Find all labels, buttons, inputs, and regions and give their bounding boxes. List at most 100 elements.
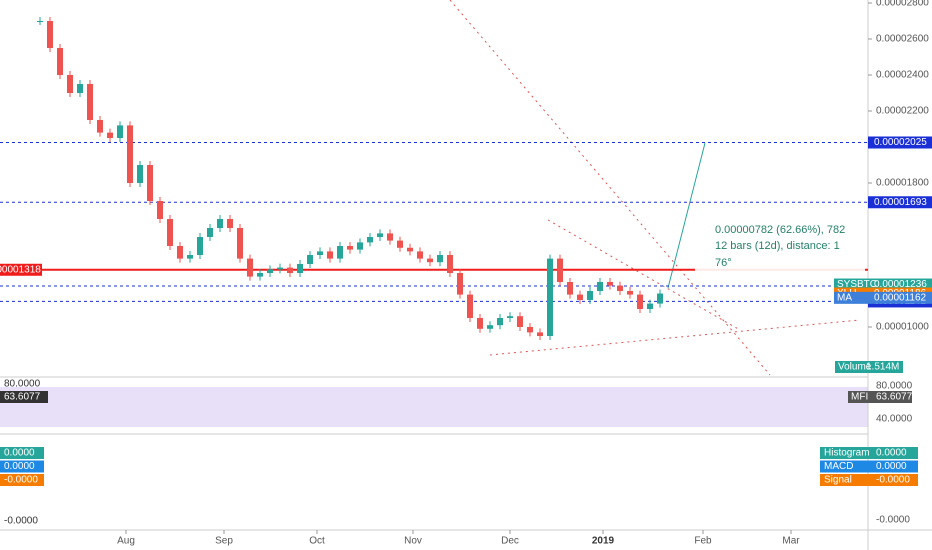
price-label-box [834, 291, 932, 304]
tooltip-box [695, 218, 865, 276]
candle-body [177, 245, 183, 259]
candle-body [57, 48, 63, 76]
candle-body [577, 294, 583, 300]
projection-line [667, 142, 706, 289]
candle-body [337, 245, 343, 259]
candle-body [87, 84, 93, 121]
price-label-value: 0.00002025 [874, 137, 927, 148]
candle-body [467, 294, 473, 318]
y-tick-label: 0.00002400 [876, 70, 929, 81]
macd-name: MACD [824, 461, 853, 472]
candle-body [317, 251, 323, 255]
candle-body [197, 236, 203, 255]
price-label-value: 0.00001236 [874, 279, 927, 290]
y-tick-label: 0.00002600 [876, 34, 929, 45]
candle-body [547, 258, 553, 336]
price-label-value: 0.00001693 [874, 197, 927, 208]
x-tick-label: Dec [501, 536, 519, 547]
macd-left-box [0, 447, 44, 459]
price-label-box [868, 136, 932, 149]
x-tick-label: Aug [117, 536, 135, 547]
candle-body [437, 254, 443, 263]
candle-body [557, 258, 563, 282]
candle-body [297, 263, 303, 273]
candle-body [457, 272, 463, 295]
candle-body [617, 285, 623, 291]
candle-body [187, 254, 193, 259]
trend-line [489, 319, 861, 356]
candle-body [417, 251, 423, 259]
candle-body [507, 316, 513, 318]
x-tick-label: Sep [215, 536, 233, 547]
candle-body [107, 132, 113, 139]
candle-body [37, 21, 43, 23]
macd-axis-label: -0.0000 [876, 515, 910, 526]
macd-value: 0.0000 [876, 448, 907, 459]
candle-body [127, 125, 133, 184]
mfi-left-value: 63.6077 [4, 392, 41, 403]
candle-body [527, 326, 533, 333]
macd-left-label: -0.0000 [4, 516, 38, 527]
tooltip-text: 12 bars (12d), distance: 1 [715, 240, 840, 252]
candle-body [397, 240, 403, 248]
mfi-name: MFI [851, 392, 868, 403]
macd-left-value: 0.0000 [4, 448, 35, 459]
candle-body [147, 165, 153, 201]
candle-body [137, 165, 143, 184]
candle-body [117, 125, 123, 139]
macd-box [820, 460, 918, 473]
x-tick-label: Mar [782, 536, 800, 547]
candle-body [597, 281, 603, 291]
mfi-left-label: 80.0000 [4, 379, 41, 390]
macd-box [820, 447, 918, 459]
candle-body [327, 251, 333, 259]
x-tick-label: 2019 [592, 536, 615, 547]
candle-body [357, 242, 363, 250]
candle-body [207, 227, 213, 237]
candle-body [67, 75, 73, 94]
y-tick-label: 0.00001000 [876, 322, 929, 333]
candle-body [47, 21, 53, 49]
volume-value: 1.514M [866, 362, 899, 373]
trend-line [449, 0, 771, 376]
candle-body [427, 258, 433, 263]
candle-body [237, 227, 243, 259]
candle-body [537, 332, 543, 336]
candle-body [587, 290, 593, 300]
candle-body [607, 281, 613, 286]
macd-left-value: -0.0000 [4, 475, 38, 486]
candle-body [257, 272, 263, 277]
candle-body [217, 218, 223, 228]
macd-left-box [0, 460, 44, 473]
macd-left-value: 0.0000 [4, 461, 35, 472]
candle-body [657, 293, 663, 304]
candle-body [277, 267, 283, 270]
candle-body [97, 120, 103, 133]
candle-body [407, 247, 413, 252]
candle-body [387, 233, 393, 241]
mfi-box [848, 391, 912, 403]
macd-box [820, 474, 918, 486]
candle-body [307, 254, 313, 264]
candle-body [157, 200, 163, 219]
candle-body [637, 294, 643, 309]
candle-body [227, 218, 233, 228]
volume-name: Volume [838, 362, 872, 373]
macd-left-box [0, 474, 44, 486]
trend-line [547, 219, 741, 331]
red-level-label: 0.00001318 [0, 264, 41, 275]
candle-body [567, 281, 573, 295]
candle-body [267, 269, 273, 273]
x-tick-label: Nov [404, 536, 422, 547]
macd-name: Signal [824, 475, 852, 486]
x-tick-label: Feb [694, 536, 712, 547]
y-tick-label: 0.00002200 [876, 106, 929, 117]
candle-body [77, 84, 83, 94]
candle-body [377, 233, 383, 237]
tooltip-text: 76° [715, 257, 732, 269]
candle-body [367, 236, 373, 243]
price-label-value: 0.00001162 [874, 292, 927, 303]
mfi-tick: 80.0000 [876, 381, 913, 392]
price-label-box [868, 196, 932, 209]
candle-body [447, 254, 453, 273]
